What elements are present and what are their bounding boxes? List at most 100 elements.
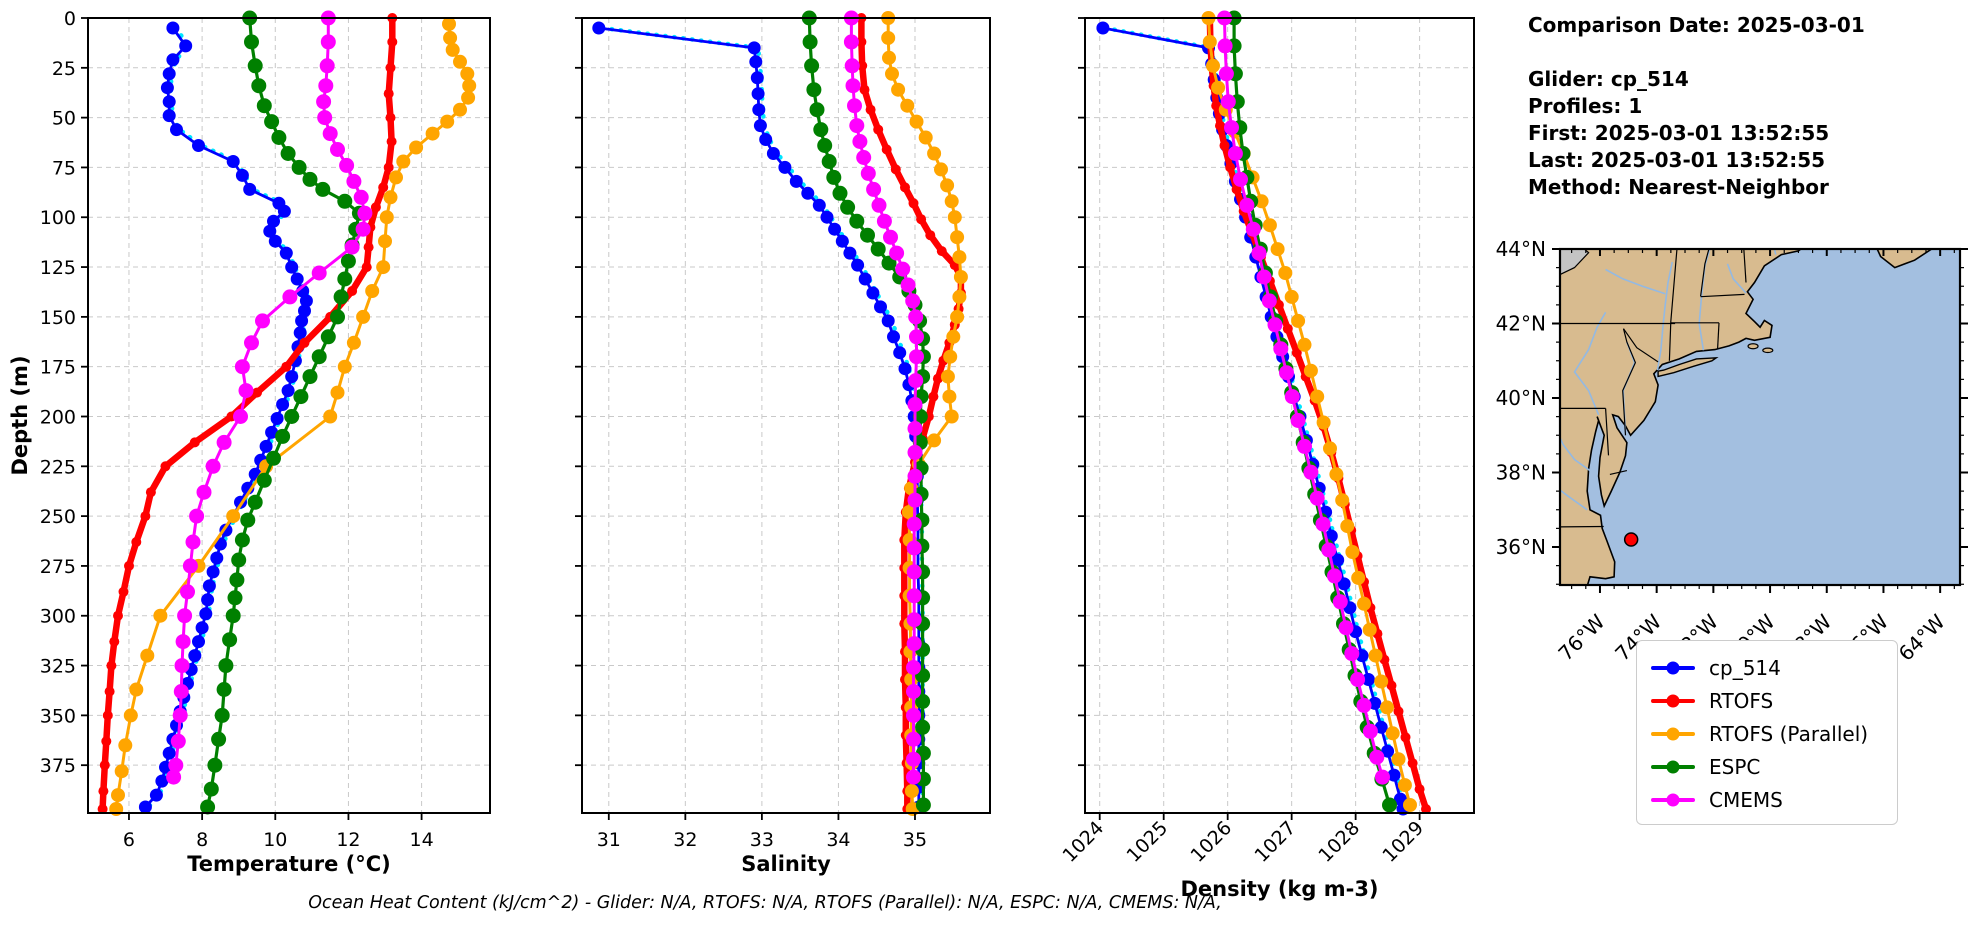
- grid: [1085, 17, 1474, 813]
- first-profile-time: First: 2025-03-01 13:52:55: [1528, 121, 1830, 145]
- info-panel: Comparison Date: 2025-03-01 Glider: cp_5…: [1528, 12, 1865, 201]
- x-axis-label: Density (kg m-3): [1180, 877, 1378, 901]
- series-cp-514: [592, 21, 926, 814]
- svg-text:0: 0: [64, 8, 76, 30]
- svg-text:250: 250: [40, 506, 76, 528]
- series-espc: [200, 10, 367, 815]
- svg-text:38°N: 38°N: [1496, 461, 1546, 485]
- svg-text:300: 300: [40, 606, 76, 628]
- profiles-count: Profiles: 1: [1528, 94, 1643, 118]
- grid: [582, 17, 990, 813]
- legend-line-swatch: [1651, 727, 1695, 740]
- profile-plots: 6 8 10 12 14 0 25 50 75 100 125 150 175 200 225 250 275 3…: [8, 8, 1475, 901]
- axes-frame: [1084, 17, 1475, 814]
- axis-tick-labels: 6 8 10 12 14 0 25 50 75 100 125 150 175 200 225 250 275 3…: [40, 8, 434, 851]
- legend-label: RTOFS: [1709, 688, 1774, 713]
- axes-frame: [87, 17, 491, 814]
- legend-line-swatch: [1651, 760, 1695, 773]
- svg-text:42°N: 42°N: [1496, 312, 1546, 336]
- legend-entry-espc: ESPC: [1637, 750, 1897, 783]
- legend-marker-dot: [1666, 760, 1680, 773]
- last-profile-time: Last: 2025-03-01 13:52:55: [1528, 148, 1826, 172]
- svg-text:50: 50: [52, 108, 76, 130]
- comparison-date: Comparison Date: 2025-03-01: [1528, 13, 1865, 37]
- svg-text:125: 125: [40, 257, 76, 279]
- series-cmems: [843, 10, 924, 785]
- svg-text:75: 75: [52, 157, 76, 179]
- svg-text:6: 6: [123, 829, 135, 851]
- legend-marker-dot: [1666, 661, 1680, 674]
- x-axis-label: Temperature (°C): [187, 852, 390, 876]
- svg-text:1026: 1026: [1186, 817, 1236, 867]
- axis-ticks: [81, 17, 423, 820]
- svg-text:375: 375: [40, 755, 76, 777]
- axis-tick-labels: 31 32 33 34 35: [597, 829, 927, 851]
- axis-ticks: [1078, 17, 1421, 820]
- state-borders: [1560, 249, 1747, 528]
- method: Method: Nearest-Neighbor: [1528, 175, 1829, 199]
- svg-text:275: 275: [40, 556, 76, 578]
- legend-label: CMEMS: [1709, 787, 1783, 812]
- legend-line-swatch: [1651, 793, 1695, 806]
- svg-text:200: 200: [40, 406, 76, 428]
- long-island: [1657, 356, 1719, 378]
- svg-text:175: 175: [40, 357, 76, 379]
- svg-text:14: 14: [410, 829, 434, 851]
- legend-entry-rtofs-parallel-: RTOFS (Parallel): [1637, 717, 1897, 750]
- svg-text:33: 33: [750, 829, 774, 851]
- svg-text:44°N: 44°N: [1496, 237, 1546, 261]
- svg-text:40°N: 40°N: [1496, 386, 1546, 410]
- svg-text:350: 350: [40, 705, 76, 727]
- glider-location-marker: [1623, 532, 1639, 547]
- legend-line-swatch: [1651, 694, 1695, 707]
- legend-marker-dot: [1666, 727, 1680, 740]
- lake-ontario: [1560, 249, 1590, 276]
- map-ticks: [1552, 248, 1968, 593]
- series-rtofs-parallel-: [109, 17, 477, 816]
- axis-tick-labels: 1024 1025 1026 1027 1028 1029: [1058, 817, 1428, 867]
- series-cmems: [166, 10, 373, 785]
- svg-text:64°W: 64°W: [1894, 609, 1950, 665]
- legend-entry-cmems: CMEMS: [1637, 783, 1897, 816]
- legend: cp_514 RTOFS RTOFS (Parallel) ESPC CMEMS: [1636, 640, 1898, 825]
- legend-entry-rtofs: RTOFS: [1637, 684, 1897, 717]
- nova-scotia: [1876, 249, 1934, 269]
- svg-text:8: 8: [196, 829, 208, 851]
- svg-text:76°W: 76°W: [1553, 609, 1609, 665]
- svg-text:1028: 1028: [1314, 817, 1364, 867]
- info-spacer: [1528, 39, 1865, 66]
- series-cmems: [1217, 10, 1390, 785]
- svg-text:35: 35: [903, 829, 927, 851]
- svg-text:150: 150: [40, 307, 76, 329]
- y-axis-label: Depth (m): [8, 355, 32, 475]
- svg-text:325: 325: [40, 656, 76, 678]
- x-axis-label: Salinity: [741, 852, 831, 876]
- map: 76°W 74°W 72°W 70°W 68°W 66°W 64°W44°N42°N40°N…: [1496, 237, 1968, 665]
- legend-label: RTOFS (Parallel): [1709, 721, 1869, 746]
- legend-line-swatch: [1651, 661, 1695, 674]
- legend-label: ESPC: [1709, 754, 1761, 779]
- svg-text:25: 25: [52, 58, 76, 80]
- svg-text:31: 31: [597, 829, 621, 851]
- svg-text:225: 225: [40, 456, 76, 478]
- footer-note: Ocean Heat Content (kJ/cm^2) - Glider: N…: [308, 893, 1222, 913]
- axes-frame: [581, 17, 991, 814]
- svg-text:10: 10: [263, 829, 287, 851]
- svg-text:1029: 1029: [1378, 817, 1428, 867]
- temperature-plot: 6 8 10 12 14 0 25 50 75 100 125 150 175 200 225 250 275 3…: [8, 8, 491, 876]
- legend-label: cp_514: [1709, 655, 1781, 680]
- svg-text:12: 12: [336, 829, 360, 851]
- svg-text:34: 34: [826, 829, 850, 851]
- svg-text:32: 32: [673, 829, 697, 851]
- legend-marker-dot: [1666, 694, 1680, 707]
- svg-text:1024: 1024: [1058, 817, 1108, 867]
- series-rtofs: [97, 13, 398, 814]
- svg-text:1025: 1025: [1122, 817, 1172, 867]
- glider-name: Glider: cp_514: [1528, 67, 1689, 91]
- legend-entry-cp-514: cp_514: [1637, 651, 1897, 684]
- svg-text:1027: 1027: [1250, 817, 1300, 867]
- salinity-plot: 31 32 33 34 35 Salinity: [575, 10, 991, 876]
- svg-text:36°N: 36°N: [1496, 535, 1546, 559]
